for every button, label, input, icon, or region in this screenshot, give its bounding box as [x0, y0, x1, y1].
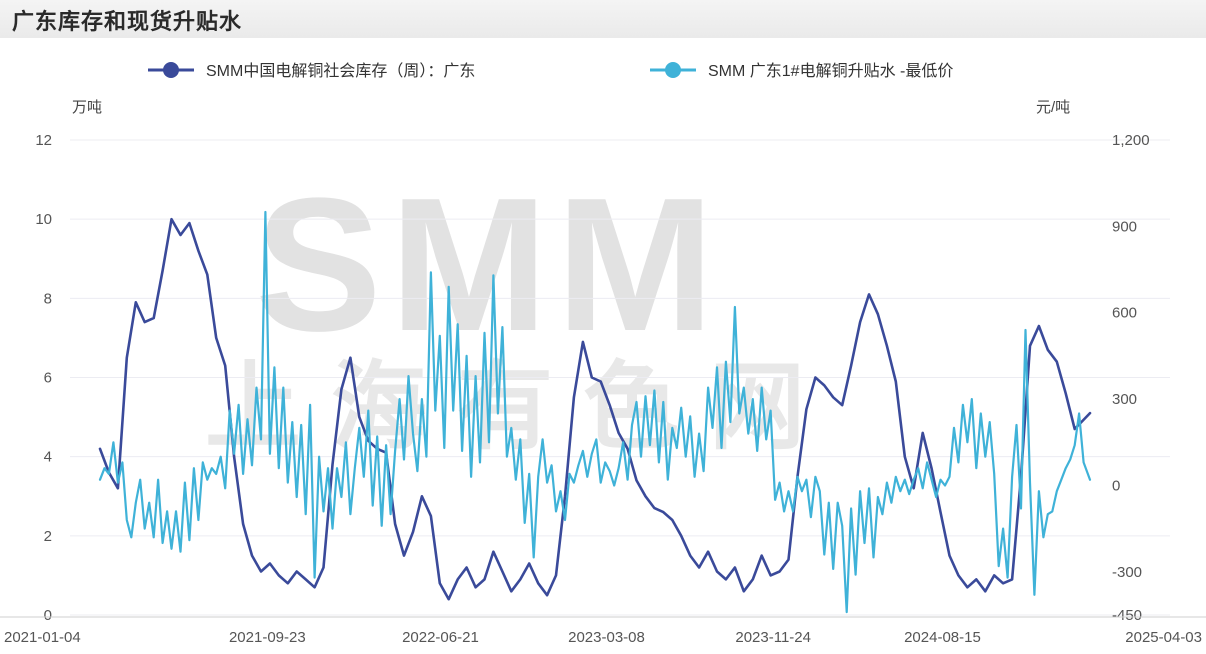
watermark-logo: SMM: [255, 159, 722, 371]
y-left-tick-label: 6: [44, 370, 52, 387]
axes: 0 2 4 6 8 10 12 -450 -300 0 300 600 900 1,200 万吨 元/吨 202…: [0, 99, 1206, 646]
y-right-tick-label: 1,200: [1112, 132, 1150, 149]
y-left-tick-label: 8: [44, 290, 52, 307]
legend-label: SMM中国电解铜社会库存（周）：广东: [206, 62, 475, 80]
series-layer: [98, 210, 1092, 614]
x-tick-label: 2023-03-08: [568, 629, 645, 646]
legend-marker: [665, 62, 681, 78]
y-right-tick-label: 900: [1112, 218, 1137, 235]
x-tick-label: 2023-11-24: [735, 629, 811, 646]
series-line-inventory: [98, 217, 1092, 601]
x-tick-label: 2022-06-21: [402, 629, 479, 646]
y-left-tick-label: 12: [35, 132, 52, 149]
y-left-tick-label: 2: [44, 528, 52, 545]
legend-marker: [163, 62, 179, 78]
y-right-tick-label: 300: [1112, 391, 1137, 408]
series-line-premium: [98, 210, 1092, 614]
chart-title: 广东库存和现货升贴水: [12, 9, 243, 34]
y-right-unit: 元/吨: [1036, 99, 1070, 116]
y-right-tick-label: 600: [1112, 305, 1137, 322]
y-left-unit: 万吨: [72, 99, 102, 116]
legend-label: SMM 广东1#电解铜升贴水 -最低价: [708, 62, 953, 80]
y-left-tick-label: 0: [44, 607, 52, 624]
x-tick-label: 2021-01-04: [4, 629, 81, 646]
legend: SMM中国电解铜社会库存（周）：广东 SMM 广东1#电解铜升贴水 -最低价: [148, 62, 953, 80]
y-right-tick-label: -450: [1112, 607, 1142, 624]
y-left-tick-label: 10: [35, 211, 52, 228]
watermark: SMM 上海有色网: [205, 159, 805, 461]
x-tick-label: 2021-09-23: [229, 629, 306, 646]
y-right-tick-label: -300: [1112, 564, 1142, 581]
x-tick-label: 2024-08-15: [904, 629, 981, 646]
y-right-tick-label: 0: [1112, 477, 1120, 494]
x-tick-label: 2025-04-03: [1125, 629, 1202, 646]
title-bar: 广东库存和现货升贴水: [0, 0, 1206, 38]
y-left-tick-label: 4: [44, 449, 52, 466]
